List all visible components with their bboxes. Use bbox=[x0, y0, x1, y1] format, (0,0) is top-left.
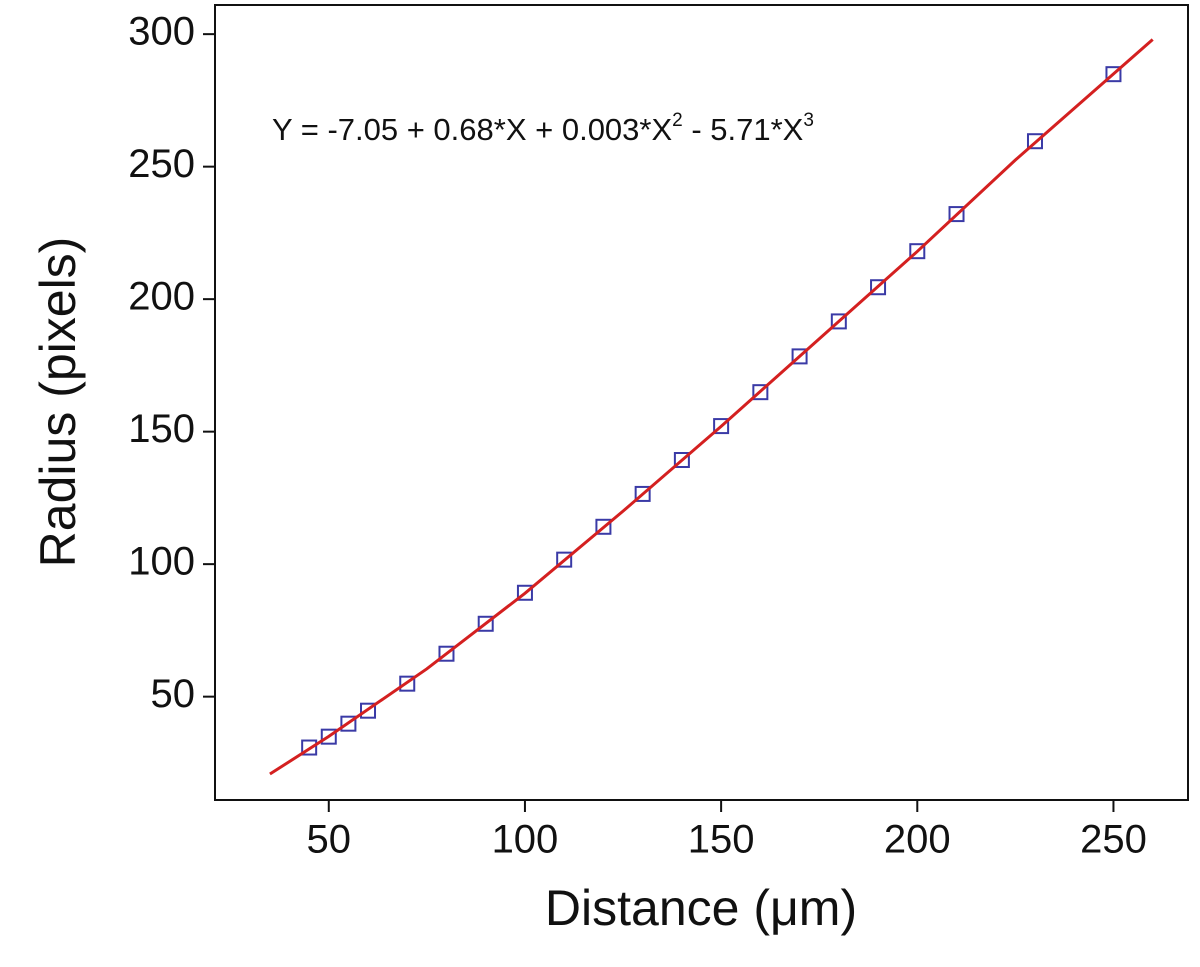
data-point bbox=[870, 279, 887, 296]
data-point bbox=[477, 615, 494, 632]
x-tick-label: 150 bbox=[688, 818, 755, 862]
data-point bbox=[791, 348, 808, 365]
data-point bbox=[1105, 66, 1122, 83]
equation-superscript: 2 bbox=[672, 110, 683, 131]
data-point bbox=[340, 715, 357, 732]
data-point bbox=[634, 485, 651, 502]
equation-part: Y = -7.05 + 0.68*X + 0.003*X bbox=[272, 112, 672, 147]
y-tick-label: 50 bbox=[151, 672, 196, 716]
data-point bbox=[301, 739, 318, 756]
data-point bbox=[752, 384, 769, 401]
data-point bbox=[673, 452, 690, 469]
y-tick-label: 250 bbox=[128, 142, 195, 186]
fit-equation: Y = -7.05 + 0.68*X + 0.003*X2 - 5.71*X3 bbox=[272, 110, 814, 147]
y-axis-label: Radius (pixels) bbox=[30, 237, 86, 568]
data-point bbox=[830, 313, 847, 330]
data-point bbox=[320, 728, 337, 745]
x-axis-label: Distance (μm) bbox=[545, 880, 857, 936]
data-point bbox=[1026, 133, 1043, 150]
data-point bbox=[948, 206, 965, 223]
equation-part: - 5.71*X bbox=[683, 112, 804, 147]
data-point bbox=[360, 702, 377, 719]
y-tick-label: 200 bbox=[128, 275, 195, 319]
x-tick-label: 100 bbox=[492, 818, 559, 862]
x-tick-label: 250 bbox=[1080, 818, 1147, 862]
y-tick-label: 100 bbox=[128, 540, 195, 584]
fit-line bbox=[269, 38, 1154, 776]
plot-frame bbox=[214, 4, 1189, 801]
y-tick-label: 150 bbox=[128, 407, 195, 451]
data-point bbox=[399, 675, 416, 692]
x-tick-label: 50 bbox=[307, 818, 352, 862]
x-tick-label: 200 bbox=[884, 818, 951, 862]
equation-superscript: 3 bbox=[803, 110, 814, 131]
data-point bbox=[909, 243, 926, 260]
data-point bbox=[438, 645, 455, 662]
data-point bbox=[516, 584, 533, 601]
data-point bbox=[713, 418, 730, 435]
data-point bbox=[595, 518, 612, 535]
y-tick-label: 300 bbox=[128, 10, 195, 54]
data-point bbox=[556, 551, 573, 568]
